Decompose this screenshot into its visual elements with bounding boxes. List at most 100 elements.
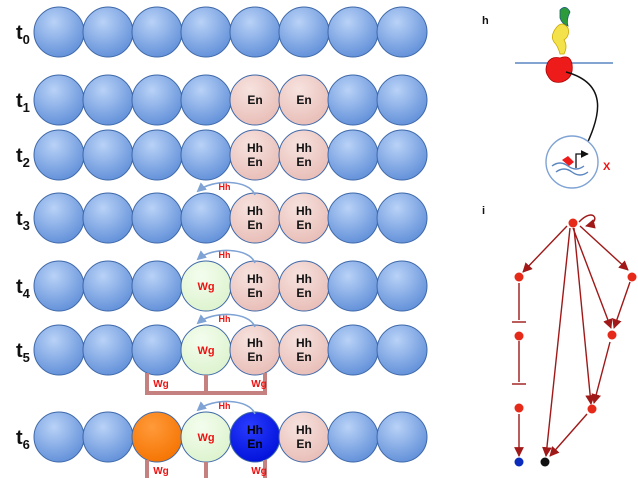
time-label: t6 [16,427,30,452]
cell-label-en: En [296,350,311,364]
cell-7 [327,129,379,181]
edge-top-to-right [579,225,629,271]
panel-h-label: h [482,15,489,27]
edge-top-to-left [522,225,568,273]
hh-signal-arrow [196,249,256,264]
cell-label-en: En [247,350,262,364]
cell-label-hh: Hh [247,423,263,437]
wg-bracket [145,373,267,395]
edge-top-to-black [542,227,571,457]
ligand-yellow-icon [552,23,569,55]
time-subscript: 3 [23,218,30,233]
cell-3 [131,324,183,376]
cell-label-wg: Wg [197,345,214,357]
cell-3 [131,411,183,463]
cell-label-wg: Wg [197,432,214,444]
time-subscript: 0 [23,32,30,47]
cell-4 [180,192,232,244]
cell-8 [376,74,428,126]
time-subscript: 5 [23,350,30,365]
cell-6 [278,6,330,58]
cell-7 [327,74,379,126]
gene-x-label: X [603,161,611,173]
time-subscript: 2 [23,155,30,170]
hh-signal-arrow [196,313,256,328]
cell-1 [33,192,85,244]
edge-top-to-mid-right [572,227,613,329]
cell-label-en: En [296,286,311,300]
cell-label-en: En [296,155,311,169]
edge-lower-right-to-black [549,413,588,457]
cell-1 [33,260,85,312]
cell-label-hh: Hh [296,204,312,218]
node-black [540,457,550,467]
cell-8 [376,6,428,58]
time-subscript: 6 [23,437,30,452]
row-t0: t0 [16,6,428,58]
cell-8 [376,129,428,181]
cell-3 [131,6,183,58]
cell-label-hh: Hh [296,336,312,350]
node-left-3 [514,403,524,413]
dna-strand-icon [551,162,585,170]
cell-3 [131,129,183,181]
cell-1 [33,74,85,126]
panel-i-label: i [482,205,485,217]
hh-signal-label: Hh [219,182,231,192]
cell-label-hh: Hh [247,336,263,350]
cell-1 [33,324,85,376]
cell-3 [131,74,183,126]
time-label: t5 [16,340,30,365]
hh-signal-arrow [196,400,256,415]
cell-label-en: En [247,218,262,232]
node-left-1 [514,272,524,282]
cell-label-en: En [296,218,311,232]
wg-bracket [145,460,267,478]
cell-7 [327,260,379,312]
cell-label-hh: Hh [296,272,312,286]
cell-label-en: En [296,93,311,107]
cell-8 [376,260,428,312]
cell-7 [327,192,379,244]
wg-signal-label-left: Wg [153,379,169,390]
time-label: t4 [16,276,31,301]
time-label: t3 [16,208,30,233]
cell-7 [327,324,379,376]
cell-1 [33,411,85,463]
cell-2 [82,324,134,376]
edge-top-to-lower-right [573,227,596,405]
panel-i: i [482,205,637,467]
time-subscript: 1 [23,100,30,115]
node-lower-right [587,404,597,414]
node-left-2 [514,331,524,341]
wg-signal-label-right: Wg [251,379,267,390]
cell-2 [82,74,134,126]
cell-4 [180,129,232,181]
cell-8 [376,324,428,376]
cell-label-hh: Hh [247,204,263,218]
cell-7 [327,411,379,463]
edge-right-to-mid-right [612,281,631,329]
wg-signal-label-left: Wg [153,466,169,477]
cell-label-en: En [247,437,262,451]
cell-4 [180,6,232,58]
cell-2 [82,260,134,312]
wg-signal-label-right: Wg [251,466,267,477]
cell-1 [33,129,85,181]
cell-8 [376,192,428,244]
ligand-green-icon [559,7,571,27]
time-label: t0 [16,22,30,47]
cell-2 [82,192,134,244]
hh-signal-label: Hh [219,250,231,260]
cell-label-wg: Wg [197,281,214,293]
cell-7 [327,6,379,58]
edge-mid-right-to-lower-right [591,341,611,404]
time-label: t2 [16,145,30,170]
cell-2 [82,411,134,463]
cell-2 [82,6,134,58]
cell-label-hh: Hh [296,141,312,155]
row-t1: t1 En En [16,74,428,126]
